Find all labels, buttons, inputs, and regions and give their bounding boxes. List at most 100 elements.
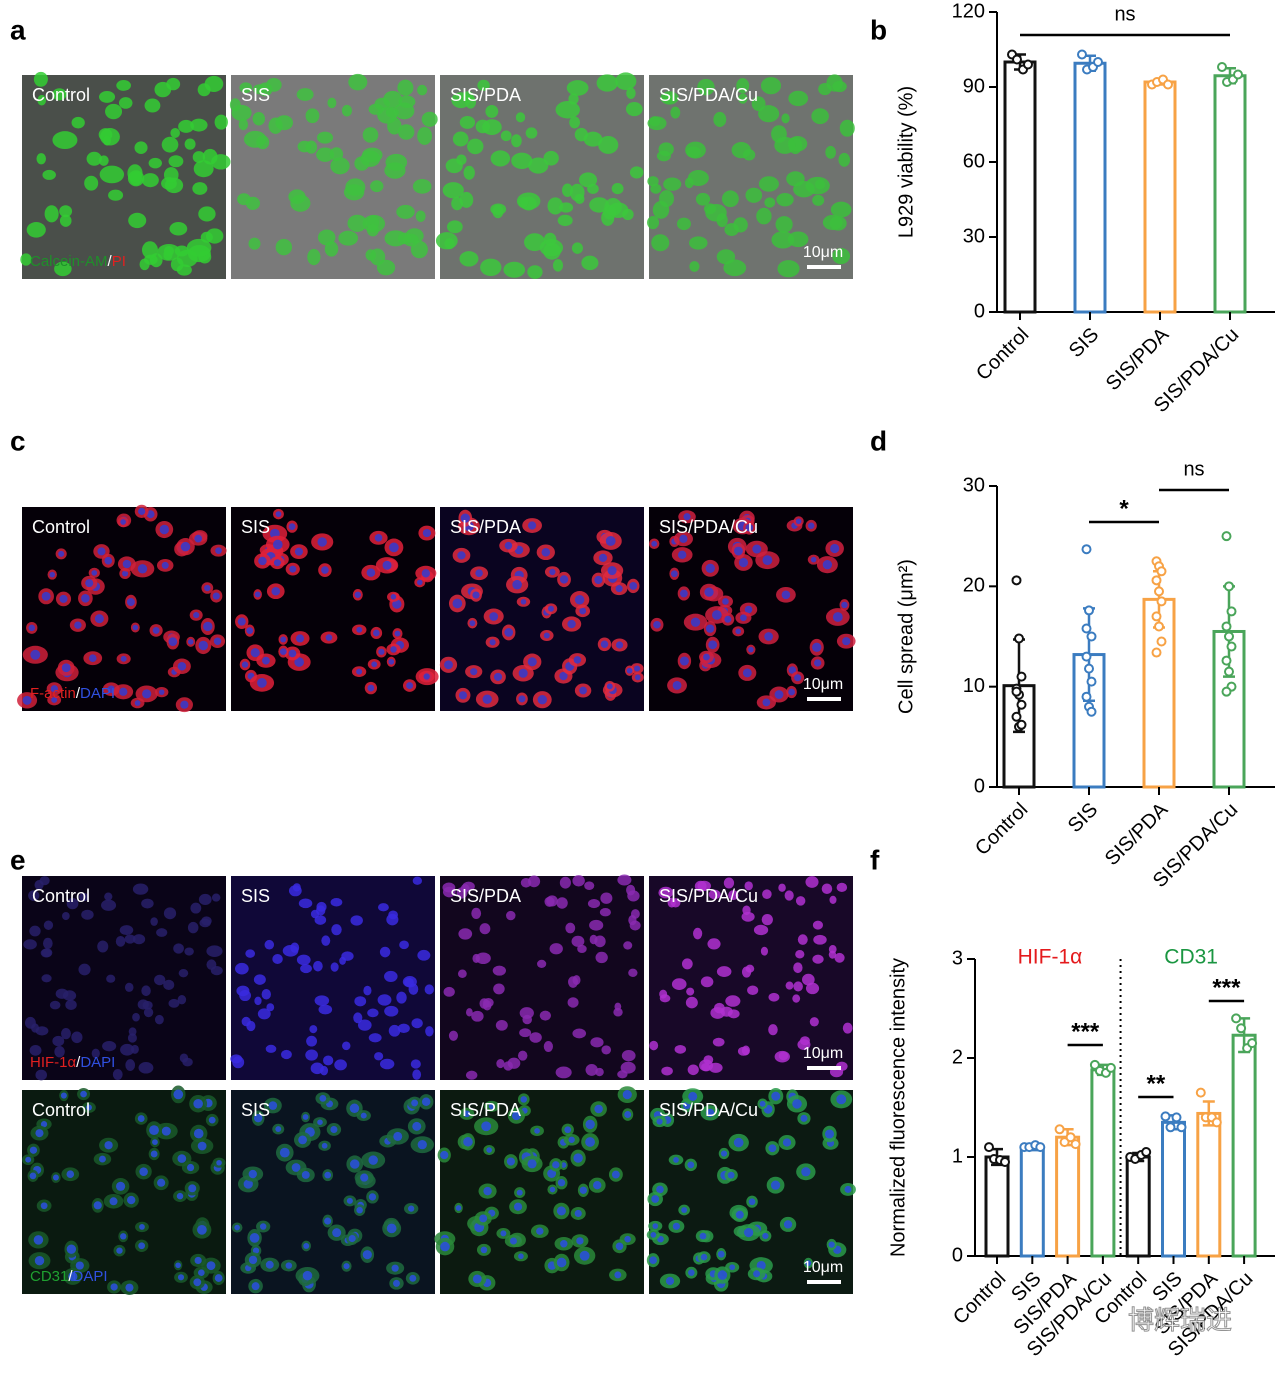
nucleus: [303, 1242, 310, 1249]
data-point: [1233, 69, 1243, 80]
data-point: [1093, 57, 1103, 67]
cell: [396, 991, 407, 1004]
cell: [708, 1062, 723, 1073]
cell: [839, 119, 855, 137]
cell: [52, 131, 78, 150]
data-point: [1211, 1117, 1222, 1128]
nucleus: [795, 518, 802, 525]
nucleus: [673, 1157, 679, 1163]
cell: [626, 87, 636, 99]
data-point: [1081, 691, 1092, 702]
cell: [156, 928, 168, 937]
cell: [723, 877, 735, 889]
cell: [78, 963, 91, 976]
nucleus: [708, 640, 718, 650]
nucleus: [717, 1250, 725, 1258]
cell: [384, 1005, 399, 1017]
nucleus: [512, 579, 522, 590]
cell: [451, 92, 471, 109]
nucleus: [389, 542, 399, 553]
nucleus: [198, 640, 209, 651]
nucleus: [594, 575, 603, 585]
cell: [119, 925, 134, 936]
nucleus: [753, 1270, 761, 1278]
cell: [795, 896, 806, 906]
nucleus: [122, 570, 129, 577]
cell: [736, 78, 750, 94]
cell: [71, 1031, 83, 1044]
cell: [411, 1018, 423, 1029]
cell: [198, 893, 212, 905]
nucleus: [593, 1181, 602, 1190]
cell: [104, 892, 113, 901]
cell: [834, 952, 845, 963]
nucleus: [516, 1189, 523, 1196]
cell: [290, 942, 300, 953]
cell: [768, 992, 780, 1002]
cell: [334, 1059, 347, 1071]
micrograph: [439, 507, 644, 711]
nucleus: [774, 690, 784, 699]
nucleus: [289, 565, 297, 573]
cell: [467, 138, 484, 155]
stain-part: PI: [112, 253, 126, 270]
data-point: [1016, 719, 1027, 730]
nucleus: [259, 1223, 267, 1230]
cell: [792, 994, 801, 1003]
nucleus: [280, 636, 287, 643]
cell: [812, 194, 825, 206]
cell: [595, 951, 608, 964]
cell: [178, 968, 189, 978]
cell: [571, 242, 583, 254]
cell: [330, 897, 343, 907]
data-point: [1236, 1023, 1247, 1034]
cell: [168, 998, 180, 1008]
nucleus: [579, 686, 587, 695]
panel-label: SIS: [241, 886, 270, 906]
nucleus: [606, 683, 613, 690]
cell: [367, 1008, 379, 1018]
cell: [239, 82, 253, 94]
nucleus: [486, 1147, 492, 1153]
nucleus: [168, 637, 178, 646]
cell: [157, 243, 181, 261]
data-point: [1195, 1087, 1206, 1098]
cell: [539, 1010, 551, 1021]
nucleus: [567, 619, 576, 629]
cell: [350, 915, 363, 926]
cell: [313, 960, 323, 972]
nucleus: [460, 513, 470, 523]
nucleus: [740, 614, 747, 622]
nucleus: [652, 1223, 659, 1229]
data-point: [1160, 1111, 1171, 1122]
nucleus: [727, 1171, 735, 1179]
cell: [307, 248, 321, 266]
data-point: [1151, 611, 1162, 622]
cell: [708, 889, 721, 900]
nucleus: [275, 511, 282, 517]
cell: [589, 919, 604, 931]
cell: [179, 1053, 189, 1063]
cell: [574, 127, 589, 142]
nucleus: [752, 544, 762, 554]
cell: [368, 1033, 382, 1043]
cell: [105, 103, 123, 120]
nucleus: [193, 1128, 204, 1139]
data-point: [1221, 531, 1232, 542]
bar: [984, 1155, 1010, 1258]
nucleus: [321, 1142, 328, 1149]
cell: [435, 232, 458, 250]
micrograph: [646, 1087, 856, 1294]
x-tick-label: SIS: [1065, 324, 1103, 362]
nucleus: [559, 671, 568, 681]
nucleus: [518, 695, 526, 703]
nucleus: [298, 1135, 307, 1145]
nucleus: [75, 1261, 84, 1270]
cell: [374, 1052, 384, 1061]
cell: [184, 138, 196, 150]
cell: [788, 90, 809, 107]
cell: [148, 157, 162, 169]
nucleus: [246, 627, 254, 634]
cell: [246, 1020, 256, 1032]
micrograph: [648, 507, 856, 711]
